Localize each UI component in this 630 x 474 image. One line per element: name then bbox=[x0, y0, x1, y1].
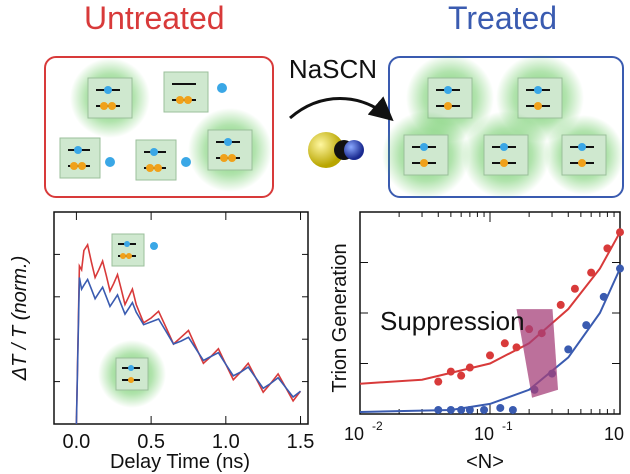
decay-chart: 0.0 0.5 1.0 1.5 ΔT / T (norm.) Delay Time (… bbox=[9, 211, 315, 473]
data-point bbox=[446, 367, 455, 376]
left-x-tick-label: 0.5 bbox=[137, 431, 165, 453]
data-point bbox=[512, 343, 521, 352]
untreated-panel bbox=[44, 56, 274, 198]
untreated-cubes bbox=[59, 58, 272, 192]
left-plot-frame bbox=[53, 211, 309, 425]
data-point bbox=[465, 363, 474, 372]
data-point bbox=[500, 339, 509, 348]
suppression-arrow-icon bbox=[516, 309, 559, 398]
data-point bbox=[480, 405, 489, 414]
right-x-tick-exponent: -2 bbox=[372, 419, 383, 433]
data-point bbox=[434, 377, 443, 386]
left-y-axis-label: ΔT / T (norm.) bbox=[9, 256, 31, 382]
suppression-annotation: Suppression bbox=[380, 306, 525, 336]
data-point bbox=[508, 405, 517, 414]
inset-glowing-cube-icon bbox=[98, 340, 166, 408]
right-x-tick-label: 10 bbox=[344, 424, 364, 444]
treated-title: Treated bbox=[448, 0, 558, 36]
decay-series-line bbox=[75, 277, 301, 425]
left-x-tick-label: 1.5 bbox=[287, 431, 315, 453]
data-point bbox=[599, 292, 608, 301]
data-point bbox=[496, 403, 505, 412]
data-point bbox=[434, 405, 443, 414]
trion-chart: 10-210-1100 Trion Generation <N> Suppres… bbox=[329, 211, 624, 473]
right-x-tick-exponent: -1 bbox=[502, 419, 513, 433]
reaction-arrow-icon bbox=[289, 96, 394, 122]
right-x-tick-label: 10 bbox=[474, 424, 494, 444]
molecule-icon bbox=[308, 132, 364, 168]
right-x-axis-label: <N> bbox=[466, 451, 504, 473]
left-x-tick-label: 1.0 bbox=[212, 431, 240, 453]
data-point bbox=[603, 244, 612, 253]
reagent-label: NaSCN bbox=[288, 54, 378, 84]
data-point bbox=[570, 284, 579, 293]
data-point bbox=[457, 405, 466, 414]
data-point bbox=[446, 405, 455, 414]
data-point bbox=[457, 371, 466, 380]
data-point bbox=[486, 351, 494, 360]
fit-curve bbox=[359, 268, 621, 413]
treated-cubes bbox=[382, 54, 624, 199]
data-point bbox=[616, 264, 624, 273]
inset-cube-icon bbox=[111, 233, 158, 267]
data-point bbox=[587, 268, 596, 277]
data-point bbox=[465, 405, 474, 414]
right-x-tick-label: 10 bbox=[604, 424, 624, 444]
left-x-axis-label: Delay Time (ns) bbox=[110, 451, 250, 473]
data-point bbox=[556, 300, 565, 309]
left-x-tick-label: 0.0 bbox=[63, 431, 91, 453]
decay-series-line bbox=[75, 242, 302, 425]
data-point bbox=[564, 345, 573, 354]
data-point bbox=[616, 228, 624, 237]
right-y-axis-label: Trion Generation bbox=[329, 243, 351, 392]
untreated-title: Untreated bbox=[84, 0, 225, 36]
data-point bbox=[582, 321, 591, 330]
